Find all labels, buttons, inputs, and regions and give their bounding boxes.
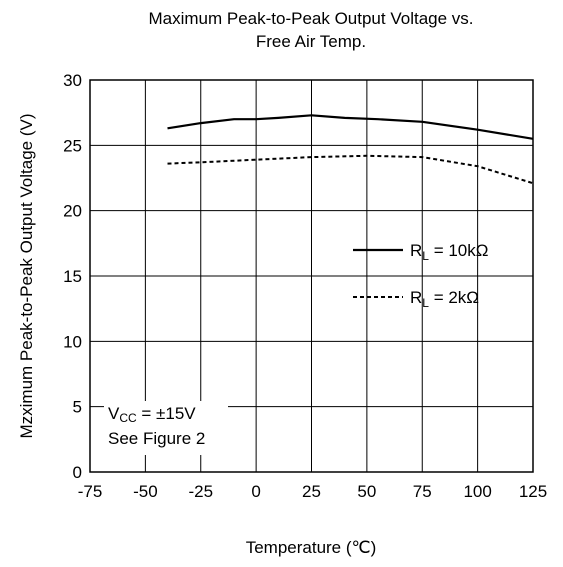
y-tick-label: 25: [63, 136, 82, 155]
series-line-2k: [167, 154, 534, 185]
x-axis-label: Temperature (℃): [246, 538, 377, 557]
series-layer: [167, 114, 534, 185]
legend-label-2k-sub: L: [422, 296, 429, 310]
x-tick-label: 25: [302, 482, 321, 501]
tick-labels: -75 -50 -25 0 25 50 75 100 125 0 5 10 15 20 25 30: [63, 71, 547, 501]
y-tick-label: 30: [63, 71, 82, 90]
x-tick-label: 100: [463, 482, 491, 501]
x-tick-label: 125: [519, 482, 547, 501]
legend-label-10k: RL = 10kΩ: [410, 241, 488, 263]
vcc-annotation-sub: CC: [119, 411, 137, 425]
x-tick-label: 75: [413, 482, 432, 501]
x-tick-label: -25: [188, 482, 213, 501]
annotation-background: [104, 401, 228, 455]
y-tick-label: 5: [73, 398, 82, 417]
chart-title-line2: Free Air Temp.: [256, 32, 366, 51]
legend-label-10k-sub: L: [422, 249, 429, 263]
y-tick-label: 15: [63, 267, 82, 286]
y-tick-label: 20: [63, 202, 82, 221]
series-line-10k: [167, 114, 534, 140]
x-tick-label: 0: [251, 482, 260, 501]
vcc-annotation-rest: = ±15V: [137, 404, 197, 423]
legend-label-10k-main: R: [410, 241, 422, 260]
vcc-annotation-main: V: [108, 404, 120, 423]
legend-label-2k-rest: = 2kΩ: [429, 288, 479, 307]
legend-label-2k-main: R: [410, 288, 422, 307]
y-axis-label: Mzximum Peak-to-Peak Output Voltage (V): [17, 113, 36, 438]
figure-ref-annotation: See Figure 2: [108, 429, 205, 448]
y-tick-label: 0: [73, 463, 82, 482]
grid-lines: [90, 80, 533, 472]
x-tick-label: -50: [133, 482, 158, 501]
chart-title-line1: Maximum Peak-to-Peak Output Voltage vs.: [148, 9, 473, 28]
x-tick-label: 50: [357, 482, 376, 501]
vcc-annotation: VCC = ±15V: [108, 404, 196, 425]
x-tick-label: -75: [78, 482, 103, 501]
y-tick-label: 10: [63, 332, 82, 351]
legend-label-2k: RL = 2kΩ: [410, 288, 479, 310]
plot-area-border: [89, 79, 534, 473]
legend-label-10k-rest: = 10kΩ: [429, 241, 489, 260]
